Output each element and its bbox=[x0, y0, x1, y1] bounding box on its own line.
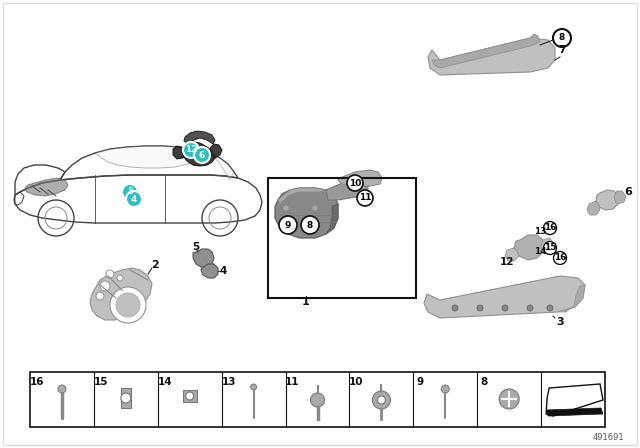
Polygon shape bbox=[614, 191, 626, 204]
Text: 14: 14 bbox=[534, 247, 547, 257]
Text: 3: 3 bbox=[556, 317, 564, 327]
Text: 16: 16 bbox=[29, 377, 44, 387]
Circle shape bbox=[452, 305, 458, 311]
Circle shape bbox=[543, 241, 557, 254]
Polygon shape bbox=[184, 131, 215, 144]
Polygon shape bbox=[424, 276, 585, 318]
Circle shape bbox=[106, 270, 114, 278]
Circle shape bbox=[477, 305, 483, 311]
Text: 9: 9 bbox=[417, 377, 424, 387]
Polygon shape bbox=[210, 144, 222, 158]
Text: 8: 8 bbox=[481, 377, 488, 387]
Circle shape bbox=[347, 175, 363, 191]
Polygon shape bbox=[432, 34, 540, 68]
Circle shape bbox=[441, 385, 449, 393]
Circle shape bbox=[110, 287, 146, 323]
Circle shape bbox=[122, 184, 138, 200]
Text: 4: 4 bbox=[220, 266, 227, 276]
Text: 13: 13 bbox=[534, 228, 547, 237]
Circle shape bbox=[126, 191, 142, 207]
Circle shape bbox=[283, 205, 289, 211]
Text: 7: 7 bbox=[558, 45, 566, 55]
Circle shape bbox=[100, 281, 110, 291]
Polygon shape bbox=[326, 180, 368, 200]
Bar bbox=[268, 178, 416, 298]
Text: 2: 2 bbox=[151, 260, 159, 270]
Polygon shape bbox=[546, 384, 603, 416]
Text: 16: 16 bbox=[544, 224, 556, 233]
Circle shape bbox=[312, 205, 318, 211]
Bar bbox=[30, 372, 605, 427]
Text: 14: 14 bbox=[157, 377, 172, 387]
Text: 13: 13 bbox=[221, 377, 236, 387]
Polygon shape bbox=[275, 188, 338, 238]
Text: 12: 12 bbox=[185, 146, 197, 155]
Circle shape bbox=[279, 216, 297, 234]
Circle shape bbox=[194, 147, 210, 163]
Text: 15: 15 bbox=[544, 244, 556, 253]
Circle shape bbox=[372, 391, 390, 409]
Circle shape bbox=[251, 384, 257, 390]
Text: 12: 12 bbox=[500, 257, 515, 267]
Polygon shape bbox=[210, 153, 234, 180]
Text: 15: 15 bbox=[93, 377, 108, 387]
Polygon shape bbox=[173, 146, 185, 159]
Text: 4: 4 bbox=[131, 194, 137, 203]
Circle shape bbox=[502, 305, 508, 311]
Bar bbox=[121, 388, 131, 408]
Circle shape bbox=[378, 396, 385, 404]
Text: 6: 6 bbox=[199, 151, 205, 159]
Polygon shape bbox=[95, 146, 210, 168]
Circle shape bbox=[312, 225, 318, 231]
Polygon shape bbox=[338, 170, 382, 186]
Circle shape bbox=[183, 142, 199, 158]
Circle shape bbox=[543, 221, 557, 234]
Polygon shape bbox=[596, 190, 618, 210]
Polygon shape bbox=[505, 248, 519, 261]
Circle shape bbox=[121, 393, 131, 403]
Polygon shape bbox=[326, 204, 338, 234]
Circle shape bbox=[499, 389, 519, 409]
Circle shape bbox=[554, 251, 566, 264]
Text: 11: 11 bbox=[285, 377, 300, 387]
Polygon shape bbox=[90, 268, 152, 320]
Polygon shape bbox=[201, 264, 218, 278]
Text: 10: 10 bbox=[349, 377, 364, 387]
Circle shape bbox=[283, 225, 289, 231]
Circle shape bbox=[96, 292, 104, 300]
Circle shape bbox=[116, 293, 140, 317]
Polygon shape bbox=[558, 285, 585, 312]
Circle shape bbox=[301, 216, 319, 234]
Polygon shape bbox=[278, 188, 326, 204]
Polygon shape bbox=[193, 249, 214, 267]
Text: 10: 10 bbox=[349, 178, 361, 188]
Text: 6: 6 bbox=[624, 187, 632, 197]
Bar bbox=[183, 390, 196, 402]
Polygon shape bbox=[182, 142, 215, 166]
Text: 8: 8 bbox=[559, 34, 565, 43]
Circle shape bbox=[186, 392, 194, 400]
Text: 16: 16 bbox=[554, 254, 566, 263]
Text: 1: 1 bbox=[302, 297, 310, 307]
Text: 491691: 491691 bbox=[592, 434, 624, 443]
Circle shape bbox=[310, 393, 324, 407]
Polygon shape bbox=[587, 201, 600, 215]
Text: 5: 5 bbox=[193, 242, 200, 252]
Text: 11: 11 bbox=[359, 194, 371, 202]
Polygon shape bbox=[546, 408, 603, 416]
Text: 5: 5 bbox=[127, 188, 133, 197]
Polygon shape bbox=[428, 38, 555, 75]
Circle shape bbox=[357, 190, 373, 206]
Polygon shape bbox=[25, 178, 68, 196]
Circle shape bbox=[117, 275, 123, 281]
Circle shape bbox=[58, 385, 66, 393]
Circle shape bbox=[547, 305, 553, 311]
Polygon shape bbox=[514, 235, 543, 260]
Circle shape bbox=[527, 305, 533, 311]
Circle shape bbox=[553, 29, 571, 47]
Text: 8: 8 bbox=[307, 220, 313, 229]
Text: 9: 9 bbox=[285, 220, 291, 229]
Polygon shape bbox=[541, 238, 553, 252]
